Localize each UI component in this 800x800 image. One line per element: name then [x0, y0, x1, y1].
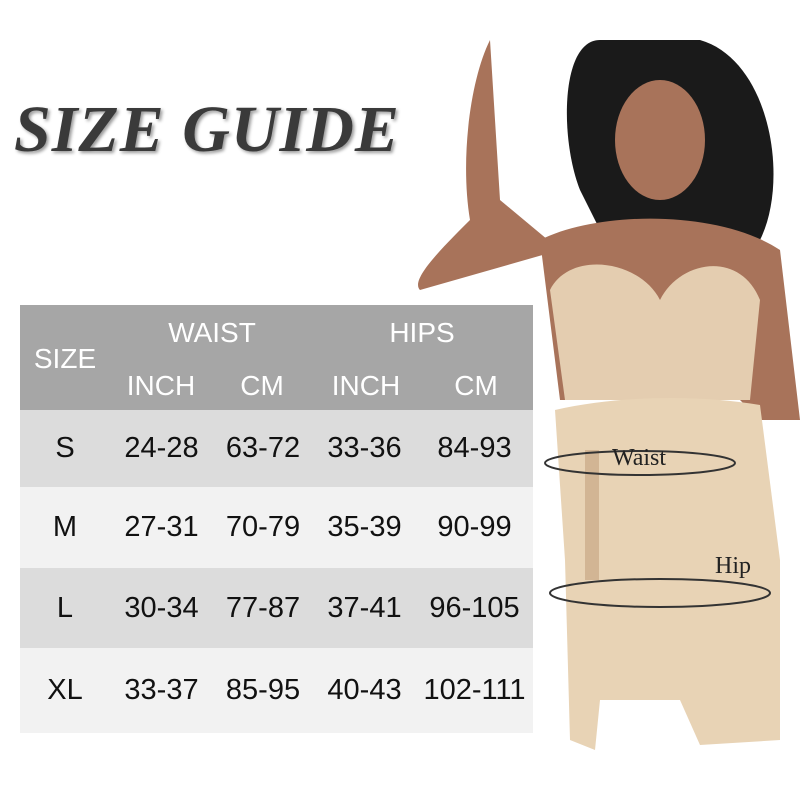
cell-hips-inch: 37-41: [327, 591, 402, 624]
cell-hips-cm: 84-93: [437, 432, 512, 464]
cell-waist-inch: 30-34: [124, 591, 199, 624]
page-title: SIZE GUIDE: [14, 93, 400, 166]
cell-size: XL: [47, 674, 83, 706]
cell-size: S: [55, 432, 75, 464]
cell-waist-cm: 70-79: [225, 511, 301, 543]
cell-waist-inch: 27-31: [124, 511, 199, 543]
header-hips-inch: INCH: [331, 370, 401, 401]
cell-waist-cm: 85-95: [225, 674, 301, 706]
cell-waist-cm: 63-72: [225, 432, 301, 464]
cell-waist-inch: 24-28: [124, 432, 199, 464]
cell-size: L: [56, 591, 74, 624]
waist-label: Waist: [612, 445, 666, 471]
table-row: XL 33-37 85-95 40-43 102-111: [20, 648, 533, 733]
cell-hips-cm: 102-111: [423, 674, 526, 706]
header-size: SIZE: [33, 343, 97, 374]
cell-hips-cm: 90-99: [437, 511, 512, 543]
table-row: M 27-31 70-79 35-39 90-99: [20, 487, 533, 568]
cell-waist-cm: 77-87: [225, 591, 301, 624]
cell-hips-inch: 33-36: [327, 432, 402, 464]
header-waist-inch: INCH: [126, 370, 196, 401]
header-hips-cm: CM: [454, 370, 498, 401]
hip-label: Hip: [715, 553, 751, 579]
cell-hips-inch: 40-43: [327, 674, 402, 706]
header-waist: WAIST: [168, 317, 256, 348]
model-figure: Waist Hip: [418, 40, 800, 750]
size-table: SIZE WAIST HIPS INCH CM INCH CM S 24-28 …: [20, 305, 533, 733]
table-row: S 24-28 63-72 33-36 84-93: [20, 410, 533, 487]
cell-hips-cm: 96-105: [429, 591, 520, 624]
table-row: L 30-34 77-87 37-41 96-105: [20, 568, 533, 648]
cell-waist-inch: 33-37: [124, 674, 199, 706]
table-header: SIZE WAIST HIPS INCH CM INCH CM: [20, 305, 533, 410]
cell-hips-inch: 35-39: [327, 511, 402, 543]
header-hips: HIPS: [389, 317, 455, 348]
cell-size: M: [52, 511, 78, 543]
header-waist-cm: CM: [240, 370, 284, 401]
